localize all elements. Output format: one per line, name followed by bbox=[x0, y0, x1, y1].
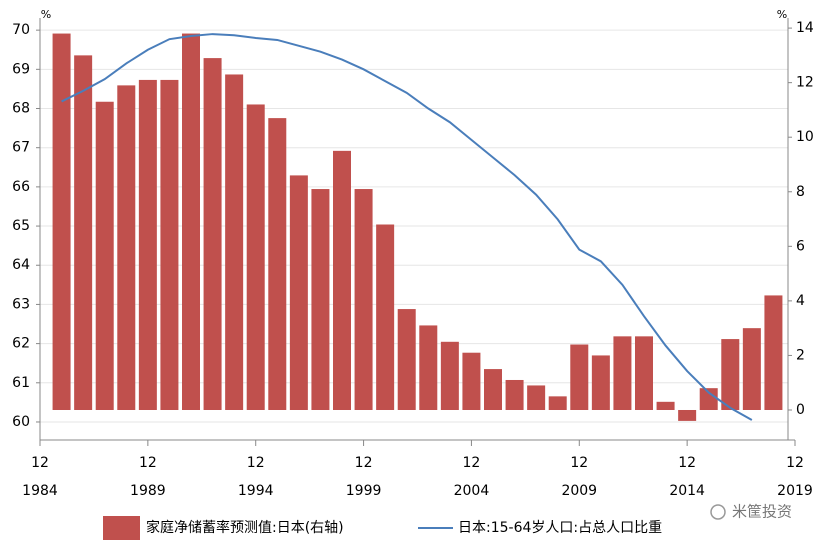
bar bbox=[268, 118, 287, 410]
y2-tick-label: 14 bbox=[796, 20, 814, 36]
bar bbox=[225, 74, 244, 410]
bar bbox=[613, 336, 632, 410]
bar bbox=[484, 369, 502, 410]
bar bbox=[678, 409, 697, 421]
x-tick-label: 2019 bbox=[777, 483, 813, 499]
bar bbox=[742, 328, 761, 410]
bar bbox=[656, 401, 675, 410]
y2-tick-label: 2 bbox=[796, 347, 805, 363]
y-tick-label: 61 bbox=[12, 375, 30, 391]
x-tick-label: 1984 bbox=[22, 483, 58, 499]
x-tick-label: 12 bbox=[678, 455, 696, 471]
y-tick-label: 69 bbox=[12, 61, 30, 77]
x-tick-label: 12 bbox=[139, 455, 157, 471]
bar bbox=[548, 396, 567, 410]
y2-tick-label: 12 bbox=[796, 75, 814, 91]
x-tick-label: 12 bbox=[463, 455, 481, 471]
bar bbox=[95, 101, 114, 410]
bar bbox=[333, 150, 351, 410]
legend-swatch bbox=[103, 516, 140, 540]
legend-label: 日本:15-64岁人口:占总人口比重 bbox=[458, 520, 662, 536]
y-tick-label: 70 bbox=[12, 22, 30, 38]
y-tick-label: 62 bbox=[12, 336, 30, 352]
bar bbox=[74, 55, 93, 410]
watermark-icon bbox=[710, 504, 726, 520]
y-tick-label: 68 bbox=[12, 101, 30, 117]
y-tick-label: 64 bbox=[12, 257, 30, 273]
bar bbox=[52, 33, 71, 410]
bar bbox=[462, 352, 481, 410]
x-tick-label: 1999 bbox=[346, 483, 382, 499]
bar bbox=[570, 344, 589, 410]
bar bbox=[160, 79, 179, 410]
y2-tick-label: 10 bbox=[796, 129, 814, 145]
y-tick-label: 66 bbox=[12, 179, 30, 195]
y2-unit: % bbox=[777, 8, 787, 21]
bar bbox=[397, 309, 416, 410]
watermark: 米筐投资 bbox=[710, 503, 792, 521]
y2-tick-label: 8 bbox=[796, 184, 805, 200]
bar bbox=[117, 85, 136, 410]
x-tick-label: 1994 bbox=[238, 483, 274, 499]
x-tick-label: 12 bbox=[31, 455, 49, 471]
bar bbox=[289, 175, 308, 410]
y-unit: % bbox=[41, 8, 51, 21]
watermark-text: 米筐投资 bbox=[732, 503, 792, 521]
x-tick-label: 2009 bbox=[561, 483, 597, 499]
y2-tick-label: 4 bbox=[796, 293, 805, 309]
bar bbox=[764, 295, 783, 410]
legend-label: 家庭净储蓄率预测值:日本(右轴) bbox=[146, 519, 344, 536]
x-tick-label: 1989 bbox=[130, 483, 166, 499]
bar bbox=[182, 33, 200, 410]
bar bbox=[419, 325, 438, 410]
x-tick-label: 2014 bbox=[669, 483, 705, 499]
y-tick-label: 65 bbox=[12, 218, 30, 234]
y-tick-label: 60 bbox=[12, 414, 30, 430]
bar bbox=[311, 189, 330, 410]
x-tick-label: 12 bbox=[570, 455, 588, 471]
y-tick-label: 67 bbox=[12, 140, 30, 156]
y2-tick-label: 6 bbox=[796, 238, 805, 254]
x-tick-label: 12 bbox=[247, 455, 265, 471]
bar bbox=[505, 379, 524, 410]
bar bbox=[635, 336, 653, 410]
bar bbox=[527, 385, 546, 410]
bar bbox=[721, 339, 740, 410]
bar bbox=[591, 355, 610, 410]
x-tick-label: 12 bbox=[786, 455, 804, 471]
bar bbox=[246, 104, 265, 410]
bar bbox=[699, 388, 718, 410]
bar bbox=[203, 58, 222, 410]
line bbox=[61, 33, 753, 421]
y-tick-label: 63 bbox=[12, 296, 30, 312]
bar bbox=[376, 224, 395, 410]
x-tick-label: 12 bbox=[355, 455, 373, 471]
bar bbox=[138, 79, 157, 410]
bar bbox=[440, 341, 459, 410]
x-tick-label: 2004 bbox=[454, 483, 490, 499]
y2-tick-label: 0 bbox=[796, 402, 805, 418]
bar bbox=[354, 189, 373, 410]
